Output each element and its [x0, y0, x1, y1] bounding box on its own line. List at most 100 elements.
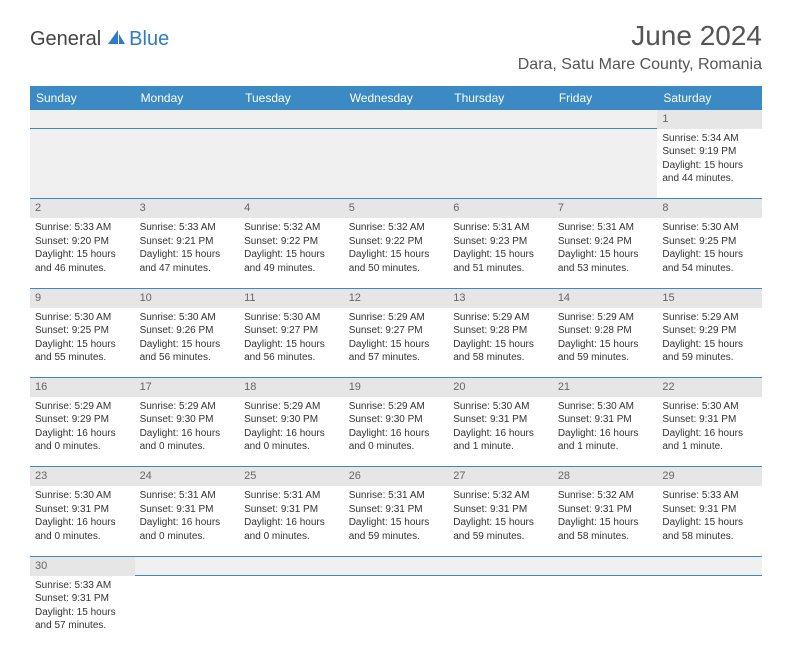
daylight-line: Daylight: 15 hours and 57 minutes. — [35, 606, 130, 633]
col-sunday: Sunday — [30, 86, 135, 110]
sunrise-line: Sunrise: 5:30 AM — [140, 311, 235, 325]
day-cell: Sunrise: 5:33 AMSunset: 9:20 PMDaylight:… — [30, 218, 135, 288]
day-number-cell — [448, 110, 553, 129]
day-cell — [135, 576, 240, 646]
daylight-line: Daylight: 15 hours and 58 minutes. — [662, 516, 757, 543]
sunset-line: Sunset: 9:20 PM — [35, 235, 130, 249]
day-number-cell: 28 — [553, 467, 658, 486]
daynum-row: 30 — [30, 556, 762, 575]
calendar-table: Sunday Monday Tuesday Wednesday Thursday… — [30, 86, 762, 646]
sunset-line: Sunset: 9:24 PM — [558, 235, 653, 249]
day-cell: Sunrise: 5:31 AMSunset: 9:31 PMDaylight:… — [135, 486, 240, 556]
sunrise-line: Sunrise: 5:31 AM — [558, 221, 653, 235]
day-cell: Sunrise: 5:31 AMSunset: 9:23 PMDaylight:… — [448, 218, 553, 288]
daylight-line: Daylight: 15 hours and 57 minutes. — [349, 338, 444, 365]
daylight-line: Daylight: 15 hours and 44 minutes. — [662, 159, 757, 186]
weekday-header-row: Sunday Monday Tuesday Wednesday Thursday… — [30, 86, 762, 110]
day-cell: Sunrise: 5:33 AMSunset: 9:21 PMDaylight:… — [135, 218, 240, 288]
sunset-line: Sunset: 9:31 PM — [558, 413, 653, 427]
day-cell — [553, 576, 658, 646]
sunset-line: Sunset: 9:21 PM — [140, 235, 235, 249]
daylight-line: Daylight: 16 hours and 1 minute. — [453, 427, 548, 454]
sunset-line: Sunset: 9:31 PM — [662, 503, 757, 517]
sunset-line: Sunset: 9:27 PM — [244, 324, 339, 338]
daylight-line: Daylight: 16 hours and 0 minutes. — [349, 427, 444, 454]
daynum-row: 23242526272829 — [30, 467, 762, 486]
day-number-cell: 17 — [135, 378, 240, 397]
sunrise-line: Sunrise: 5:29 AM — [35, 400, 130, 414]
sunrise-line: Sunrise: 5:32 AM — [349, 221, 444, 235]
sunset-line: Sunset: 9:22 PM — [244, 235, 339, 249]
daylight-line: Daylight: 15 hours and 46 minutes. — [35, 248, 130, 275]
day-cell: Sunrise: 5:30 AMSunset: 9:31 PMDaylight:… — [553, 397, 658, 467]
day-number-cell — [344, 110, 449, 129]
header: General Blue June 2024 Dara, Satu Mare C… — [30, 20, 762, 74]
day-cell — [135, 129, 240, 199]
day-cell: Sunrise: 5:33 AMSunset: 9:31 PMDaylight:… — [657, 486, 762, 556]
sunrise-line: Sunrise: 5:32 AM — [558, 489, 653, 503]
col-wednesday: Wednesday — [344, 86, 449, 110]
week-row: Sunrise: 5:30 AMSunset: 9:25 PMDaylight:… — [30, 308, 762, 378]
sunrise-line: Sunrise: 5:33 AM — [35, 579, 130, 593]
day-number-cell: 13 — [448, 288, 553, 307]
sunset-line: Sunset: 9:25 PM — [35, 324, 130, 338]
day-cell: Sunrise: 5:30 AMSunset: 9:31 PMDaylight:… — [30, 486, 135, 556]
day-cell: Sunrise: 5:30 AMSunset: 9:31 PMDaylight:… — [657, 397, 762, 467]
day-number-cell — [135, 110, 240, 129]
day-cell: Sunrise: 5:32 AMSunset: 9:22 PMDaylight:… — [239, 218, 344, 288]
day-number-cell: 18 — [239, 378, 344, 397]
day-cell: Sunrise: 5:32 AMSunset: 9:31 PMDaylight:… — [553, 486, 658, 556]
day-number-cell: 9 — [30, 288, 135, 307]
daynum-row: 2345678 — [30, 199, 762, 218]
sunrise-line: Sunrise: 5:31 AM — [244, 489, 339, 503]
col-saturday: Saturday — [657, 86, 762, 110]
sunrise-line: Sunrise: 5:29 AM — [349, 400, 444, 414]
day-number-cell: 1 — [657, 110, 762, 129]
daylight-line: Daylight: 15 hours and 55 minutes. — [35, 338, 130, 365]
sunset-line: Sunset: 9:31 PM — [140, 503, 235, 517]
day-cell: Sunrise: 5:32 AMSunset: 9:22 PMDaylight:… — [344, 218, 449, 288]
sunset-line: Sunset: 9:29 PM — [35, 413, 130, 427]
sunrise-line: Sunrise: 5:32 AM — [244, 221, 339, 235]
day-number-cell: 30 — [30, 556, 135, 575]
calendar-body: 1Sunrise: 5:34 AMSunset: 9:19 PMDaylight… — [30, 110, 762, 646]
title-block: June 2024 Dara, Satu Mare County, Romani… — [518, 20, 762, 74]
sunset-line: Sunset: 9:22 PM — [349, 235, 444, 249]
day-number-cell: 14 — [553, 288, 658, 307]
day-cell — [657, 576, 762, 646]
day-number-cell — [553, 556, 658, 575]
sunrise-line: Sunrise: 5:30 AM — [662, 221, 757, 235]
logo-text-blue: Blue — [129, 28, 169, 51]
daylight-line: Daylight: 15 hours and 59 minutes. — [349, 516, 444, 543]
sunset-line: Sunset: 9:29 PM — [662, 324, 757, 338]
day-number-cell — [657, 556, 762, 575]
sunrise-line: Sunrise: 5:29 AM — [244, 400, 339, 414]
sunset-line: Sunset: 9:25 PM — [662, 235, 757, 249]
day-cell: Sunrise: 5:30 AMSunset: 9:25 PMDaylight:… — [657, 218, 762, 288]
day-number-cell: 25 — [239, 467, 344, 486]
sunrise-line: Sunrise: 5:31 AM — [453, 221, 548, 235]
sunset-line: Sunset: 9:30 PM — [244, 413, 339, 427]
logo-sail-icon — [106, 28, 126, 51]
daylight-line: Daylight: 15 hours and 51 minutes. — [453, 248, 548, 275]
sunrise-line: Sunrise: 5:29 AM — [558, 311, 653, 325]
sunrise-line: Sunrise: 5:34 AM — [662, 132, 757, 146]
col-tuesday: Tuesday — [239, 86, 344, 110]
daylight-line: Daylight: 15 hours and 47 minutes. — [140, 248, 235, 275]
day-cell: Sunrise: 5:29 AMSunset: 9:29 PMDaylight:… — [657, 308, 762, 378]
daylight-line: Daylight: 15 hours and 59 minutes. — [558, 338, 653, 365]
daylight-line: Daylight: 16 hours and 0 minutes. — [35, 427, 130, 454]
sunset-line: Sunset: 9:31 PM — [662, 413, 757, 427]
sunrise-line: Sunrise: 5:30 AM — [662, 400, 757, 414]
daylight-line: Daylight: 15 hours and 58 minutes. — [453, 338, 548, 365]
day-cell: Sunrise: 5:30 AMSunset: 9:26 PMDaylight:… — [135, 308, 240, 378]
week-row: Sunrise: 5:29 AMSunset: 9:29 PMDaylight:… — [30, 397, 762, 467]
day-cell — [344, 576, 449, 646]
day-number-cell: 22 — [657, 378, 762, 397]
day-cell: Sunrise: 5:33 AMSunset: 9:31 PMDaylight:… — [30, 576, 135, 646]
day-cell: Sunrise: 5:29 AMSunset: 9:28 PMDaylight:… — [553, 308, 658, 378]
sunset-line: Sunset: 9:31 PM — [453, 413, 548, 427]
sunrise-line: Sunrise: 5:30 AM — [558, 400, 653, 414]
daylight-line: Daylight: 15 hours and 59 minutes. — [662, 338, 757, 365]
sunset-line: Sunset: 9:30 PM — [140, 413, 235, 427]
